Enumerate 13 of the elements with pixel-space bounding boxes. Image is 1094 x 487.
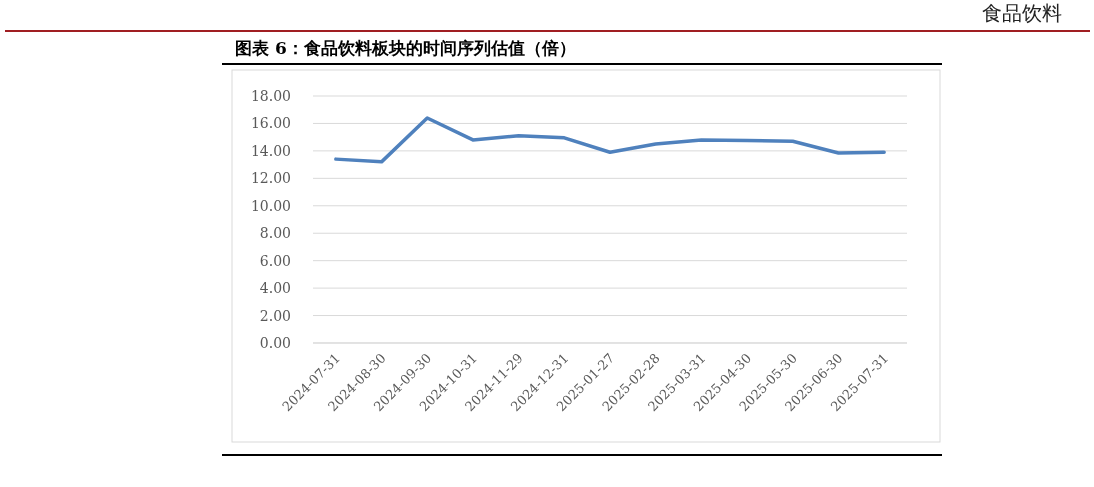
y-tick-label: 18.00 xyxy=(250,88,291,104)
y-tick-label: 16.00 xyxy=(250,115,291,132)
y-tick-label: 10.00 xyxy=(250,197,291,214)
y-tick-label: 4.00 xyxy=(259,280,291,297)
y-tick-label: 8.00 xyxy=(259,225,291,242)
y-tick-label: 2.00 xyxy=(259,307,291,324)
y-tick-label: 6.00 xyxy=(259,252,291,269)
y-tick-label: 12.00 xyxy=(250,170,291,187)
line-series xyxy=(334,116,886,164)
y-tick-label: 0.00 xyxy=(259,335,291,351)
chart-title: 图表 6：食品饮料板块的时间序列估值（倍） xyxy=(235,38,576,58)
text: 食品饮料 xyxy=(982,1,1062,25)
y-tick-label: 14.00 xyxy=(250,142,291,159)
